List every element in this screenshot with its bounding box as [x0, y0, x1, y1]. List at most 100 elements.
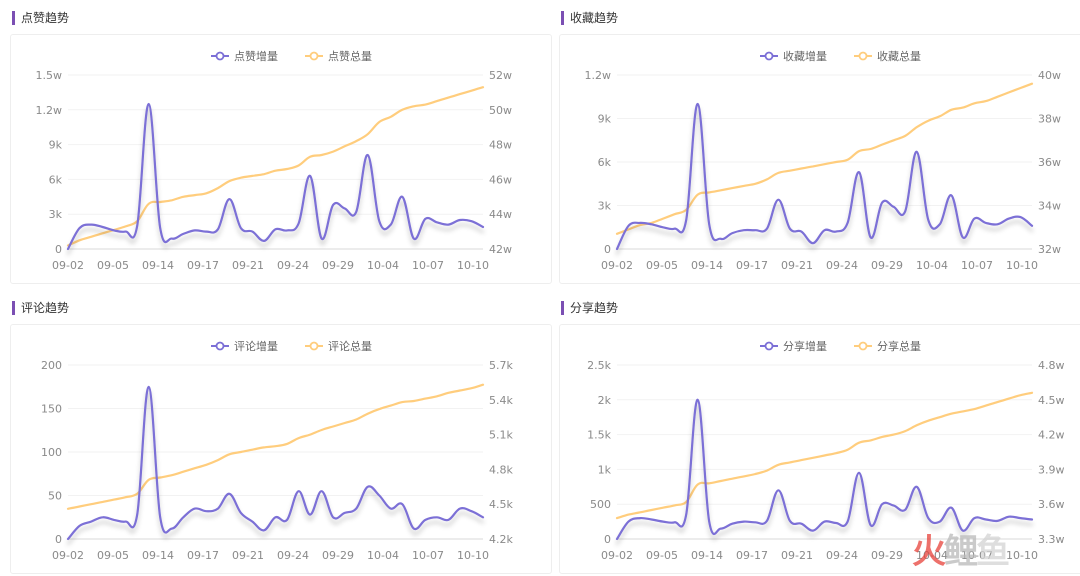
right-axis-tick-label: 3.6w: [1038, 498, 1065, 511]
total-series-line[interactable]: [615, 391, 1034, 520]
x-axis-tick-label: 10-10: [1006, 259, 1038, 272]
legend-label[interactable]: 评论增量: [234, 339, 278, 353]
x-axis-tick-label: 09-24: [826, 259, 858, 272]
x-axis-tick-label: 09-14: [142, 259, 174, 272]
legend-marker-icon: [764, 341, 774, 351]
left-axis-tick-label: 9k: [598, 113, 612, 126]
left-axis-tick-label: 0: [55, 243, 62, 256]
x-axis-tick-label: 09-24: [277, 259, 309, 272]
right-axis-tick-label: 4.5w: [1038, 394, 1065, 407]
legend-label[interactable]: 收藏总量: [877, 49, 921, 63]
left-axis-tick-label: 0: [604, 243, 611, 256]
left-axis-tick-label: 50: [48, 490, 62, 503]
x-axis-tick-label: 09-21: [781, 259, 813, 272]
right-axis-tick-label: 5.4k: [489, 394, 513, 407]
right-axis-tick-label: 4.8w: [1038, 359, 1065, 372]
right-axis-tick-label: 4.2w: [1038, 429, 1065, 442]
right-axis-tick-label: 50w: [489, 104, 512, 117]
legend-marker-icon: [309, 341, 319, 351]
x-axis-tick-label: 10-07: [961, 259, 993, 272]
right-axis-tick-label: 3.9w: [1038, 463, 1065, 476]
right-axis-tick-label: 38w: [1038, 113, 1061, 126]
x-axis-tick-label: 10-04: [916, 259, 948, 272]
x-axis-tick-label: 09-21: [232, 259, 264, 272]
x-axis-tick-label: 10-04: [916, 549, 948, 562]
x-axis-tick-label: 09-24: [277, 549, 309, 562]
right-axis-tick-label: 4.2k: [489, 533, 513, 546]
right-axis-tick-label: 44w: [489, 208, 512, 221]
right-axis-tick-label: 3.3w: [1038, 533, 1065, 546]
right-axis-tick-label: 46w: [489, 173, 512, 186]
right-axis-tick-label: 5.7k: [489, 359, 513, 372]
increase-series-line[interactable]: [615, 102, 1034, 251]
favorites-chart: 0 3k 6k 9k 1.2w 32w 34w 36w 38w 40w 09-02 09-05 09-1…: [585, 49, 1062, 272]
likes-chart: 0 3k 6k 9k 1.2w 1.5w 42w 44w 46w 48w 50w 52w 09-02 09…: [36, 49, 513, 272]
shares-chart: 0 500 1k 1.5k 2k 2.5k 3.3w 3.6w 3.9w 4.2w 4.5w 4.8w…: [587, 339, 1065, 562]
watermark-char: 鲤: [944, 532, 978, 572]
total-series-line[interactable]: [66, 86, 485, 247]
legend-label[interactable]: 分享增量: [783, 339, 827, 353]
left-axis-tick-label: 2.5k: [587, 359, 611, 372]
left-axis-tick-label: 0: [604, 533, 611, 546]
legend-label[interactable]: 分享总量: [877, 339, 921, 353]
x-axis-tick-label: 10-07: [961, 549, 993, 562]
legend-marker-icon: [764, 51, 774, 61]
x-axis-tick-label: 09-14: [142, 549, 174, 562]
likes-chart-card: 0 3k 6k 9k 1.2w 1.5w 42w 44w 46w 48w 50w 52w 09-02 09…: [10, 34, 552, 284]
left-axis-tick-label: 1.2w: [36, 104, 63, 117]
left-axis-tick-label: 6k: [598, 156, 612, 169]
watermark-logo: 火鲤鱼: [912, 524, 1010, 573]
total-series-line[interactable]: [615, 82, 1034, 235]
x-axis-tick-label: 09-02: [52, 259, 84, 272]
x-axis-tick-label: 10-07: [412, 549, 444, 562]
left-axis-tick-label: 0: [55, 533, 62, 546]
x-axis-tick-label: 09-21: [781, 549, 813, 562]
left-axis-tick-label: 3k: [598, 200, 612, 213]
legend-marker-icon: [858, 341, 868, 351]
right-axis-tick-label: 52w: [489, 69, 512, 82]
x-axis-tick-label: 09-24: [826, 549, 858, 562]
x-axis-tick-label: 09-17: [736, 549, 768, 562]
x-axis-tick-label: 09-17: [187, 549, 219, 562]
legend-marker-icon: [215, 341, 225, 351]
left-axis-tick-label: 2k: [598, 394, 612, 407]
x-axis-tick-label: 10-04: [367, 549, 399, 562]
increase-series-line[interactable]: [615, 398, 1034, 541]
left-axis-tick-label: 1.5w: [36, 69, 63, 82]
x-axis-tick-label: 09-21: [232, 549, 264, 562]
x-axis-tick-label: 09-14: [691, 259, 723, 272]
right-axis-tick-label: 42w: [489, 243, 512, 256]
panel-title: 分享趋势: [561, 301, 618, 315]
increase-series-line[interactable]: [66, 102, 485, 251]
legend-label[interactable]: 点赞增量: [234, 49, 278, 63]
left-axis-tick-label: 100: [41, 446, 62, 459]
x-axis-tick-label: 09-02: [52, 549, 84, 562]
shares-chart-card: 0 500 1k 1.5k 2k 2.5k 3.3w 3.6w 3.9w 4.2w 4.5w 4.8w…: [559, 324, 1080, 574]
left-axis-tick-label: 150: [41, 403, 62, 416]
x-axis-tick-label: 09-29: [871, 549, 903, 562]
right-axis-tick-label: 34w: [1038, 200, 1061, 213]
x-axis-tick-label: 09-02: [601, 549, 633, 562]
panel-title: 评论趋势: [12, 301, 69, 315]
comments-chart-card: 0 50 100 150 200 4.2k 4.5k 4.8k 5.1k 5.4k 5.7k 09-0…: [10, 324, 552, 574]
increase-series-line[interactable]: [66, 385, 485, 541]
total-series-line[interactable]: [66, 383, 485, 510]
legend-label[interactable]: 点赞总量: [328, 49, 372, 63]
watermark-char: 火: [912, 532, 946, 572]
x-axis-tick-label: 10-10: [1006, 549, 1038, 562]
right-axis-tick-label: 40w: [1038, 69, 1061, 82]
legend-marker-icon: [215, 51, 225, 61]
legend-label[interactable]: 评论总量: [328, 339, 372, 353]
x-axis-tick-label: 09-29: [322, 549, 354, 562]
favorites-panel: 收藏趋势 0 3k 6k 9k 1.2w 32w 34w 36w 38w 40w 09-02 09-0…: [549, 0, 1080, 286]
left-axis-tick-label: 200: [41, 359, 62, 372]
legend-marker-icon: [309, 51, 319, 61]
x-axis-tick-label: 09-05: [646, 549, 678, 562]
x-axis-tick-label: 09-14: [691, 549, 723, 562]
right-axis-tick-label: 48w: [489, 139, 512, 152]
legend-label[interactable]: 收藏增量: [783, 49, 827, 63]
x-axis-tick-label: 09-05: [646, 259, 678, 272]
x-axis-tick-label: 09-29: [322, 259, 354, 272]
watermark-char: 鱼: [976, 532, 1010, 572]
x-axis-tick-label: 10-04: [367, 259, 399, 272]
